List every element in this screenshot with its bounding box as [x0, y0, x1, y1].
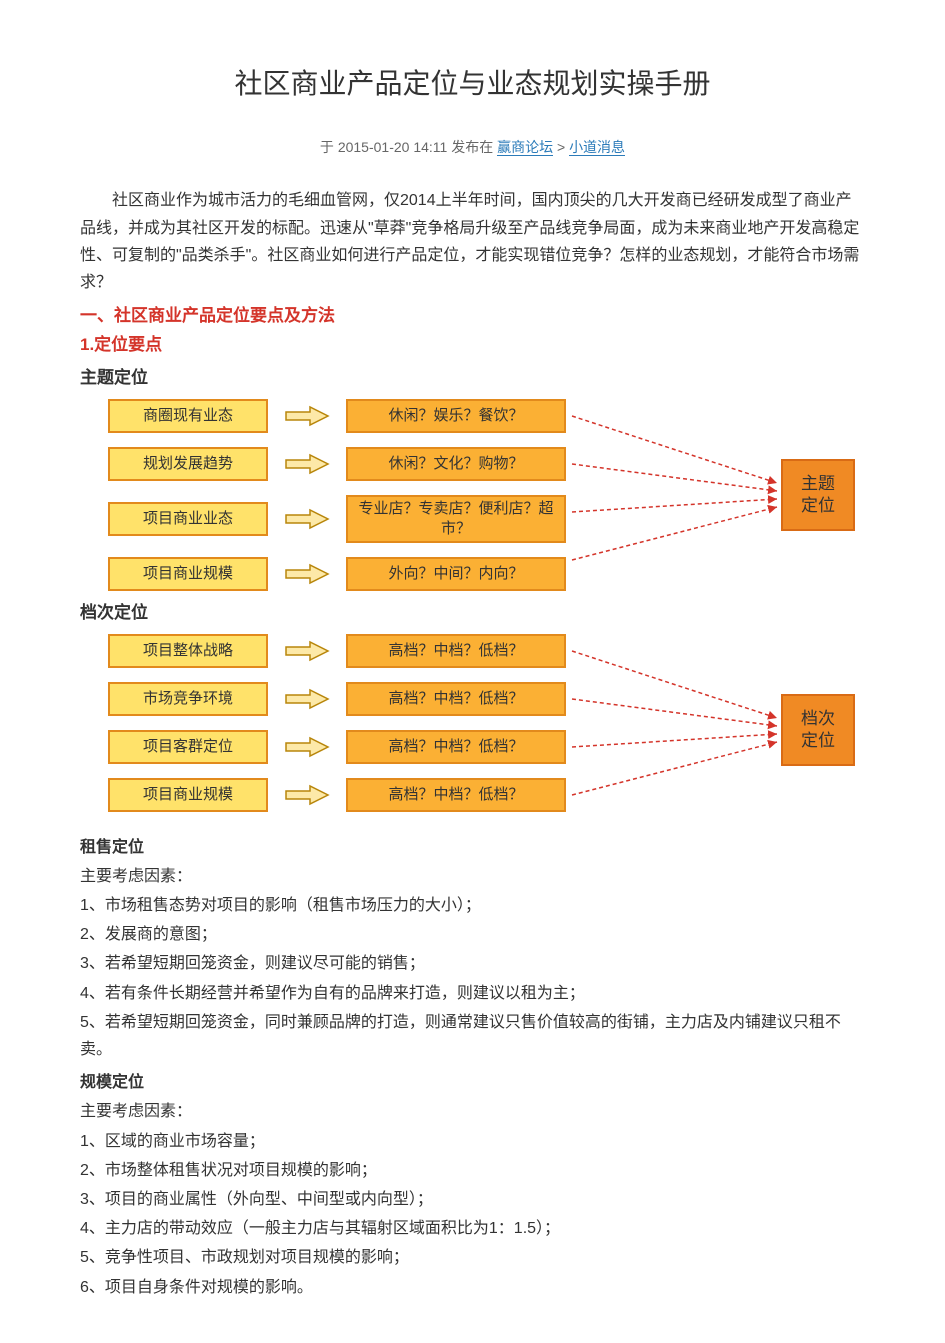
diagram-row: 项目商业业态 专业店？专卖店？便利店？超市？	[80, 495, 865, 543]
diagram-row: 项目整体战略 高档？中档？低档？	[80, 634, 865, 668]
section-1-1-heading: 1.定位要点	[80, 331, 865, 360]
converge-box: 主题定位	[781, 459, 855, 531]
factor-box: 规划发展趋势	[108, 447, 268, 481]
link-forum[interactable]: 赢商论坛	[497, 139, 553, 156]
arrow-container	[284, 784, 330, 806]
intro-paragraph: 社区商业作为城市活力的毛细血管网，仅2014上半年时间，国内顶尖的几大开发商已经…	[80, 187, 865, 296]
list-item: 3、若希望短期回笼资金，则建议尽可能的销售；	[80, 950, 865, 977]
arrow-container	[284, 508, 330, 530]
rent-list: 1、市场租售态势对项目的影响（租售市场压力的大小）；2、发展商的意图；3、若希望…	[80, 892, 865, 1063]
meta-date: 2015-01-20 14:11	[338, 139, 448, 155]
arrow-right-icon	[284, 640, 330, 662]
diagram-grade: 项目整体战略 高档？中档？低档？ 市场竞争环境 高档？中档？低档？ 项目客群定位…	[80, 634, 865, 826]
arrow-container	[284, 405, 330, 427]
arrow-container	[284, 688, 330, 710]
diagram-row: 项目商业规模 高档？中档？低档？	[80, 778, 865, 812]
list-item: 1、市场租售态势对项目的影响（租售市场压力的大小）；	[80, 892, 865, 919]
arrow-right-icon	[284, 405, 330, 427]
list-item: 4、主力店的带动效应（一般主力店与其辐射区域面积比为1：1.5）；	[80, 1215, 865, 1242]
rent-sub: 主要考虑因素：	[80, 863, 865, 890]
arrow-right-icon	[284, 508, 330, 530]
arrow-container	[284, 563, 330, 585]
diagram-row: 规划发展趋势 休闲？文化？购物？	[80, 447, 865, 481]
meta-sep: >	[553, 139, 569, 155]
factor-box: 项目商业业态	[108, 502, 268, 536]
diagram-row: 商圈现有业态 休闲？娱乐？餐饮？	[80, 399, 865, 433]
arrow-container	[284, 736, 330, 758]
list-item: 2、市场整体租售状况对项目规模的影响；	[80, 1157, 865, 1184]
arrow-right-icon	[284, 736, 330, 758]
factor-box: 项目整体战略	[108, 634, 268, 668]
question-box: 休闲？娱乐？餐饮？	[346, 399, 566, 433]
scale-list: 1、区域的商业市场容量；2、市场整体租售状况对项目规模的影响；3、项目的商业属性…	[80, 1128, 865, 1301]
arrow-right-icon	[284, 688, 330, 710]
factor-box: 项目商业规模	[108, 557, 268, 591]
arrow-right-icon	[284, 453, 330, 475]
list-item: 5、若希望短期回笼资金，同时兼顾品牌的打造，则通常建议只售价值较高的街铺，主力店…	[80, 1009, 865, 1063]
rent-title: 租售定位	[80, 834, 865, 861]
arrow-container	[284, 453, 330, 475]
meta-mid: 发布在	[447, 139, 497, 155]
factor-box: 项目商业规模	[108, 778, 268, 812]
question-box: 高档？中档？低档？	[346, 682, 566, 716]
meta-prefix: 于	[320, 139, 338, 155]
factor-box: 市场竞争环境	[108, 682, 268, 716]
scale-title: 规模定位	[80, 1069, 865, 1096]
link-category[interactable]: 小道消息	[569, 139, 625, 156]
arrow-right-icon	[284, 784, 330, 806]
section-1-heading: 一、社区商业产品定位要点及方法	[80, 302, 865, 331]
question-box: 专业店？专卖店？便利店？超市？	[346, 495, 566, 543]
list-item: 3、项目的商业属性（外向型、中间型或内向型）；	[80, 1186, 865, 1213]
list-item: 4、若有条件长期经营并希望作为自有的品牌来打造，则建议以租为主；	[80, 980, 865, 1007]
diagram-row: 项目商业规模 外向？中间？内向？	[80, 557, 865, 591]
diagram-row: 市场竞争环境 高档？中档？低档？	[80, 682, 865, 716]
converge-box: 档次定位	[781, 694, 855, 766]
arrow-right-icon	[284, 563, 330, 585]
grade-heading: 档次定位	[80, 599, 865, 628]
theme-heading: 主题定位	[80, 364, 865, 393]
scale-sub: 主要考虑因素：	[80, 1098, 865, 1125]
list-item: 1、区域的商业市场容量；	[80, 1128, 865, 1155]
factor-box: 项目客群定位	[108, 730, 268, 764]
page-title: 社区商业产品定位与业态规划实操手册	[80, 60, 865, 108]
arrow-container	[284, 640, 330, 662]
question-box: 高档？中档？低档？	[346, 778, 566, 812]
diagram-theme: 商圈现有业态 休闲？娱乐？餐饮？ 规划发展趋势 休闲？文化？购物？ 项目商业业态…	[80, 399, 865, 591]
question-box: 休闲？文化？购物？	[346, 447, 566, 481]
list-item: 5、竞争性项目、市政规划对项目规模的影响；	[80, 1244, 865, 1271]
list-item: 2、发展商的意图；	[80, 921, 865, 948]
question-box: 高档？中档？低档？	[346, 730, 566, 764]
list-item: 6、项目自身条件对规模的影响。	[80, 1274, 865, 1301]
question-box: 高档？中档？低档？	[346, 634, 566, 668]
question-box: 外向？中间？内向？	[346, 557, 566, 591]
meta-line: 于 2015-01-20 14:11 发布在 赢商论坛 > 小道消息	[80, 136, 865, 160]
diagram-row: 项目客群定位 高档？中档？低档？	[80, 730, 865, 764]
factor-box: 商圈现有业态	[108, 399, 268, 433]
